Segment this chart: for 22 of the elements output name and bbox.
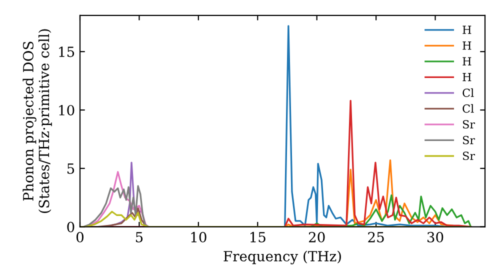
y-tick-label: 15 [59, 46, 74, 58]
legend-label: Sr [463, 136, 475, 144]
x-tick-label: 20 [308, 232, 325, 242]
y-tick-label: 10 [59, 104, 74, 116]
y-axis-title: Phonon projected DOS (States/THz·primitive cell) [22, 29, 52, 213]
legend-label: H [462, 41, 472, 50]
x-tick-label: 0 [76, 232, 84, 242]
legend-label: H [462, 26, 472, 34]
x-tick-label: 30 [427, 232, 444, 242]
x-axis-title: Frequency (THz) [224, 250, 341, 264]
x-tick-label: 10 [191, 232, 206, 242]
x-tick-label: 25 [368, 232, 384, 242]
x-tick-label: 15 [250, 232, 266, 242]
legend-label: Cl [462, 88, 474, 98]
legend-label: Sr [463, 152, 475, 160]
legend-label: H [462, 73, 472, 82]
y-tick-label: 0 [67, 222, 74, 232]
legend-label: Sr [463, 120, 475, 129]
legend-label: H [462, 57, 472, 66]
legend-label: Cl [462, 104, 474, 113]
y-tick-label: 5 [67, 164, 74, 174]
x-tick-label: 5 [136, 232, 143, 242]
